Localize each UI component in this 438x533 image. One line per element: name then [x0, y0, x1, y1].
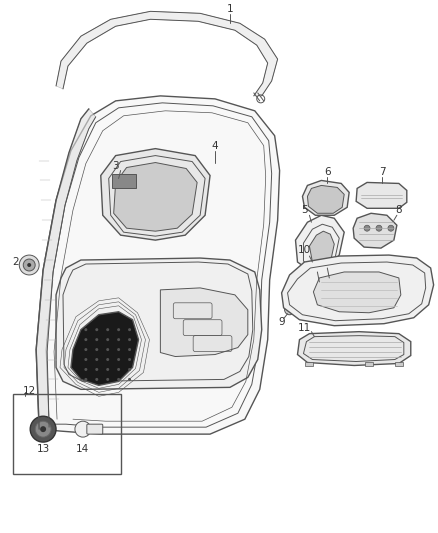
Circle shape	[95, 368, 98, 371]
Circle shape	[40, 426, 46, 432]
Circle shape	[117, 328, 120, 331]
Polygon shape	[353, 213, 397, 248]
Polygon shape	[101, 149, 210, 240]
Circle shape	[117, 338, 120, 341]
Circle shape	[117, 368, 120, 371]
Text: 3: 3	[113, 160, 119, 171]
Circle shape	[106, 358, 109, 361]
Circle shape	[388, 225, 394, 231]
FancyBboxPatch shape	[365, 361, 373, 367]
Circle shape	[95, 378, 98, 381]
Circle shape	[85, 378, 87, 381]
Circle shape	[106, 378, 109, 381]
Circle shape	[27, 263, 31, 267]
Circle shape	[285, 305, 294, 315]
Circle shape	[19, 255, 39, 275]
FancyBboxPatch shape	[395, 361, 403, 367]
Polygon shape	[114, 163, 197, 231]
Polygon shape	[56, 11, 278, 96]
Polygon shape	[36, 109, 96, 429]
Polygon shape	[314, 272, 401, 313]
Text: 13: 13	[36, 444, 50, 454]
Polygon shape	[309, 231, 334, 263]
Polygon shape	[36, 96, 279, 434]
Text: 6: 6	[324, 167, 331, 177]
Circle shape	[95, 338, 98, 341]
Circle shape	[85, 368, 87, 371]
Polygon shape	[296, 215, 344, 272]
Polygon shape	[356, 182, 407, 208]
Polygon shape	[303, 181, 349, 215]
Text: 2: 2	[12, 257, 18, 267]
Circle shape	[23, 259, 35, 271]
Circle shape	[85, 348, 87, 351]
Polygon shape	[160, 288, 248, 357]
Circle shape	[106, 338, 109, 341]
Text: 8: 8	[396, 205, 402, 215]
Text: 1: 1	[226, 4, 233, 14]
Circle shape	[106, 348, 109, 351]
Circle shape	[128, 368, 131, 371]
Text: 9: 9	[278, 317, 285, 327]
Circle shape	[117, 348, 120, 351]
Circle shape	[35, 421, 51, 437]
Circle shape	[117, 358, 120, 361]
Circle shape	[95, 348, 98, 351]
FancyBboxPatch shape	[305, 361, 314, 367]
Circle shape	[85, 328, 87, 331]
Text: 7: 7	[378, 167, 385, 177]
Circle shape	[364, 225, 370, 231]
Circle shape	[95, 328, 98, 331]
Circle shape	[106, 368, 109, 371]
Circle shape	[75, 421, 91, 437]
Circle shape	[128, 348, 131, 351]
Circle shape	[106, 328, 109, 331]
Circle shape	[85, 358, 87, 361]
FancyBboxPatch shape	[112, 174, 135, 188]
Circle shape	[288, 308, 292, 312]
Circle shape	[128, 358, 131, 361]
Text: 4: 4	[212, 141, 218, 151]
Text: 11: 11	[298, 322, 311, 333]
Circle shape	[30, 416, 56, 442]
Circle shape	[95, 358, 98, 361]
Polygon shape	[307, 185, 344, 213]
Text: 5: 5	[301, 205, 308, 215]
Circle shape	[128, 338, 131, 341]
Polygon shape	[56, 258, 262, 389]
Polygon shape	[297, 332, 411, 366]
Text: 10: 10	[298, 245, 311, 255]
Text: 12: 12	[23, 386, 36, 397]
Circle shape	[128, 378, 131, 381]
Text: 14: 14	[76, 444, 89, 454]
Polygon shape	[71, 312, 138, 385]
Polygon shape	[282, 255, 434, 326]
Circle shape	[85, 338, 87, 341]
Circle shape	[117, 378, 120, 381]
Circle shape	[376, 225, 382, 231]
FancyBboxPatch shape	[87, 424, 103, 434]
Circle shape	[128, 328, 131, 331]
